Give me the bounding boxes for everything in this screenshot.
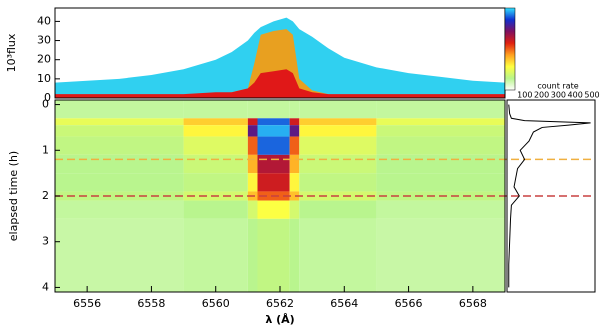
y-tick-label: 40 xyxy=(37,14,51,27)
x-tick-label: 6556 xyxy=(73,297,101,310)
heatmap-cell xyxy=(299,218,377,292)
heatmap-cell xyxy=(299,154,377,174)
heatmap-cell xyxy=(183,154,248,174)
heatmap-cell xyxy=(289,100,300,119)
y-axis-label: 10³flux xyxy=(5,33,18,72)
colorbar-tick-label: 500 xyxy=(584,91,599,100)
heatmap-cell xyxy=(299,173,377,192)
heatmap-cell xyxy=(299,125,377,137)
heatmap-cell xyxy=(289,218,300,292)
heatmap-cell xyxy=(247,154,258,174)
heatmap-cell xyxy=(183,125,248,137)
heatmap-cell xyxy=(55,154,184,174)
heatmap-cell xyxy=(299,100,377,119)
heatmap-cell xyxy=(257,100,290,119)
heatmap-cell xyxy=(183,218,248,292)
y-tick-label: 10 xyxy=(37,72,51,85)
heatmap-cell xyxy=(247,136,258,155)
heatmap-cell xyxy=(376,136,505,155)
heatmap-cell xyxy=(299,136,377,155)
y-tick-label: 20 xyxy=(37,53,51,66)
heatmap-cell xyxy=(257,173,290,192)
heatmap-cell xyxy=(183,173,248,192)
y-tick-label: 0 xyxy=(44,91,51,104)
heatmap-cell xyxy=(257,200,290,219)
heatmap-cell xyxy=(289,200,300,219)
heatmap-cell xyxy=(257,118,290,126)
y-axis-label: elapsed time (h) xyxy=(7,151,20,241)
flux-area xyxy=(55,69,505,98)
heatmap-cell xyxy=(376,200,505,219)
heatmap-cell xyxy=(376,154,505,174)
heatmap-cell xyxy=(257,154,290,174)
x-tick-label: 6564 xyxy=(330,297,358,310)
heatmap-cell xyxy=(289,136,300,155)
y-tick-label: 2 xyxy=(42,189,49,202)
colorbar-tick-label: 400 xyxy=(568,91,583,100)
heatmap-cell xyxy=(55,200,184,219)
heatmap-cell xyxy=(376,173,505,192)
heatmap-cell xyxy=(55,173,184,192)
heatmap-cell xyxy=(55,136,184,155)
y-tick-label: 3 xyxy=(42,235,49,248)
heatmap-cell xyxy=(183,136,248,155)
heatmap-cell xyxy=(183,200,248,219)
heatmap-cell xyxy=(55,218,184,292)
heatmap-cell xyxy=(376,100,505,119)
heatmap-cell xyxy=(55,125,184,137)
heatmap-cell xyxy=(289,125,300,137)
panel-frame xyxy=(506,99,596,293)
heatmap-cell xyxy=(257,218,290,292)
heatmap-cell xyxy=(376,125,505,137)
colorbar-tick-label: 100 xyxy=(517,91,532,100)
heatmap-cell xyxy=(55,100,184,119)
heatmap-cell xyxy=(289,118,300,126)
y-tick-label: 1 xyxy=(42,143,49,156)
heatmap-cell xyxy=(257,125,290,137)
heatmap-cell xyxy=(289,191,300,201)
heatmap-cell xyxy=(247,200,258,219)
y-tick-label: 0 xyxy=(42,98,49,111)
heatmap-cell xyxy=(257,136,290,155)
heatmap-cell xyxy=(289,154,300,174)
heatmap-cell xyxy=(247,100,258,119)
y-tick-label: 30 xyxy=(37,34,51,47)
colorbar xyxy=(504,7,516,91)
colorbar-tick-label: 300 xyxy=(551,91,566,100)
x-tick-label: 6558 xyxy=(137,297,165,310)
heatmap-cell xyxy=(299,200,377,219)
colorbar-tick-label: 200 xyxy=(534,91,549,100)
heatmap-cell xyxy=(183,100,248,119)
heatmap-cell xyxy=(55,118,184,126)
heatmap-cell xyxy=(247,125,258,137)
x-axis-label: λ (Å) xyxy=(265,313,294,326)
heatmap-cell xyxy=(376,218,505,292)
heatmap-cell xyxy=(183,118,248,126)
heatmap-cell xyxy=(247,218,258,292)
heatmap-cell xyxy=(376,118,505,126)
x-tick-label: 6568 xyxy=(459,297,487,310)
colorbar-label: count rate xyxy=(537,82,578,91)
heatmap-cell xyxy=(247,173,258,192)
flux-area xyxy=(55,29,505,99)
x-tick-label: 6562 xyxy=(266,297,294,310)
heatmap-cell xyxy=(289,173,300,192)
x-tick-label: 6566 xyxy=(395,297,423,310)
light-curve xyxy=(508,104,591,288)
heatmap-cell xyxy=(247,118,258,126)
y-tick-label: 4 xyxy=(42,280,49,293)
x-tick-label: 6560 xyxy=(202,297,230,310)
heatmap-cell xyxy=(299,118,377,126)
